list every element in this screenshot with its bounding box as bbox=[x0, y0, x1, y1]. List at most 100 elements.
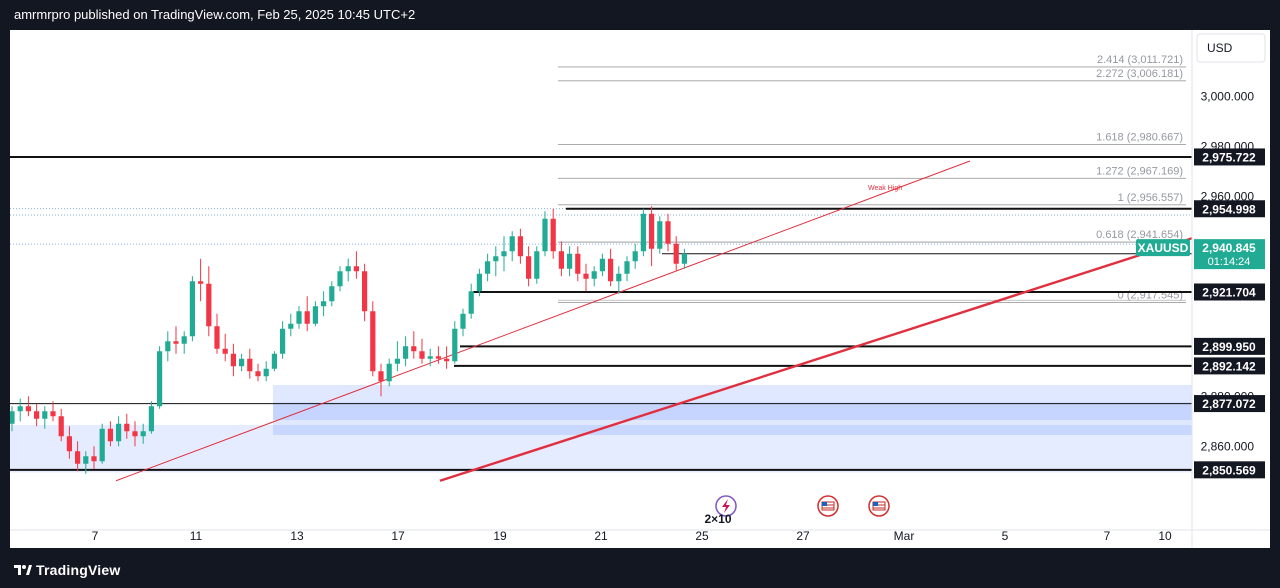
candle bbox=[665, 213, 671, 252]
candle bbox=[75, 441, 81, 472]
candle-body bbox=[91, 456, 97, 462]
candle-body bbox=[263, 368, 269, 377]
candle-body bbox=[485, 261, 491, 274]
fib-level-label: 0.618 (2,941.654) bbox=[1096, 229, 1183, 241]
candle-body bbox=[649, 213, 655, 249]
chart-panel[interactable]: 2.414 (3,011.721) 2.272 (3,006.181) 1.618 … bbox=[9, 30, 1270, 548]
candle-body bbox=[435, 356, 441, 359]
candle bbox=[411, 331, 417, 359]
candle-body bbox=[239, 358, 245, 367]
candle-body bbox=[9, 411, 15, 424]
candle bbox=[378, 363, 384, 397]
candle bbox=[476, 268, 482, 297]
candle-body bbox=[460, 313, 466, 329]
candle-body bbox=[25, 406, 31, 412]
x-tick-label: 7 bbox=[92, 529, 99, 543]
level-price-text: 2,892.142 bbox=[1202, 359, 1256, 373]
candle-body bbox=[206, 283, 212, 327]
candle-body bbox=[624, 261, 630, 274]
candle bbox=[42, 406, 48, 429]
x-tick-label: 25 bbox=[695, 529, 709, 543]
candle-body bbox=[296, 311, 302, 324]
countdown-text: 01:14:24 bbox=[1208, 256, 1251, 268]
candle bbox=[460, 308, 466, 337]
candle bbox=[181, 331, 187, 354]
candle bbox=[34, 403, 40, 427]
candle bbox=[25, 396, 31, 417]
candle-body bbox=[476, 273, 482, 292]
candle-body bbox=[17, 406, 23, 412]
candle-body bbox=[657, 221, 663, 249]
candle-body bbox=[173, 341, 179, 344]
candle-body bbox=[42, 411, 48, 419]
candle bbox=[550, 208, 556, 259]
candle-body bbox=[411, 346, 417, 352]
candle-body bbox=[501, 251, 507, 257]
candle-body bbox=[148, 406, 154, 432]
candle bbox=[312, 301, 318, 327]
candle bbox=[403, 336, 409, 367]
candle bbox=[501, 236, 507, 272]
level-price-text: 2,954.998 bbox=[1202, 202, 1256, 216]
symbol-tag: XAUUSD bbox=[1136, 239, 1190, 257]
candle-body bbox=[534, 251, 540, 279]
candle-body bbox=[403, 346, 409, 359]
fib-level-label: 2.272 (3,006.181) bbox=[1096, 68, 1183, 80]
candle-body bbox=[58, 416, 64, 437]
candle-body bbox=[616, 273, 622, 282]
candle bbox=[583, 263, 589, 292]
candle-body bbox=[157, 351, 163, 407]
candle bbox=[575, 246, 581, 282]
candle bbox=[50, 401, 56, 422]
candle-body bbox=[444, 358, 450, 362]
candle bbox=[157, 346, 163, 409]
level-price-tag: 2,899.950 bbox=[1194, 337, 1265, 355]
level-price-tag: 2,954.998 bbox=[1194, 200, 1265, 218]
lightning-event-icon bbox=[715, 495, 737, 517]
candle bbox=[542, 211, 548, 257]
candle bbox=[640, 208, 646, 257]
price-chart[interactable]: 2.414 (3,011.721) 2.272 (3,006.181) 1.618 … bbox=[9, 30, 1270, 548]
level-price-tag: 2,877.072 bbox=[1194, 395, 1265, 413]
candle-body bbox=[230, 353, 236, 367]
candle bbox=[394, 341, 400, 372]
candle bbox=[99, 423, 105, 464]
x-tick-label: 17 bbox=[391, 529, 405, 543]
candle bbox=[370, 301, 376, 377]
candle bbox=[91, 446, 97, 469]
candle bbox=[148, 401, 154, 434]
current-price-text: 2,940.845 bbox=[1202, 241, 1256, 255]
candle bbox=[485, 253, 491, 282]
weak-high-annotation: Weak High bbox=[868, 185, 902, 192]
candle-body bbox=[75, 451, 81, 464]
candle bbox=[452, 321, 458, 364]
demand-zone-core bbox=[273, 402, 1192, 420]
candle-body bbox=[427, 356, 433, 359]
candle bbox=[493, 246, 499, 277]
candle-body bbox=[493, 256, 499, 262]
bottom-bar: TradingView bbox=[0, 556, 1280, 588]
candle bbox=[591, 266, 597, 287]
candle-body bbox=[255, 371, 261, 377]
candle bbox=[386, 358, 392, 387]
candle-body bbox=[50, 411, 56, 417]
candle-body bbox=[591, 271, 597, 279]
candle bbox=[632, 243, 638, 269]
candle bbox=[345, 258, 351, 282]
candle-body bbox=[214, 326, 220, 349]
candle-body bbox=[509, 236, 515, 252]
candle-body bbox=[526, 256, 532, 279]
candle bbox=[608, 248, 614, 287]
candle bbox=[255, 363, 261, 382]
candle bbox=[247, 348, 253, 379]
candle-body bbox=[567, 253, 573, 269]
candle-body bbox=[34, 411, 40, 419]
publisher-info: amrmrpro published on TradingView.com, F… bbox=[14, 7, 416, 22]
candle bbox=[132, 421, 138, 447]
candle bbox=[517, 228, 523, 264]
candle-body bbox=[575, 253, 581, 274]
candle bbox=[116, 416, 122, 447]
candle-body bbox=[271, 353, 277, 369]
candle-body bbox=[132, 431, 138, 437]
